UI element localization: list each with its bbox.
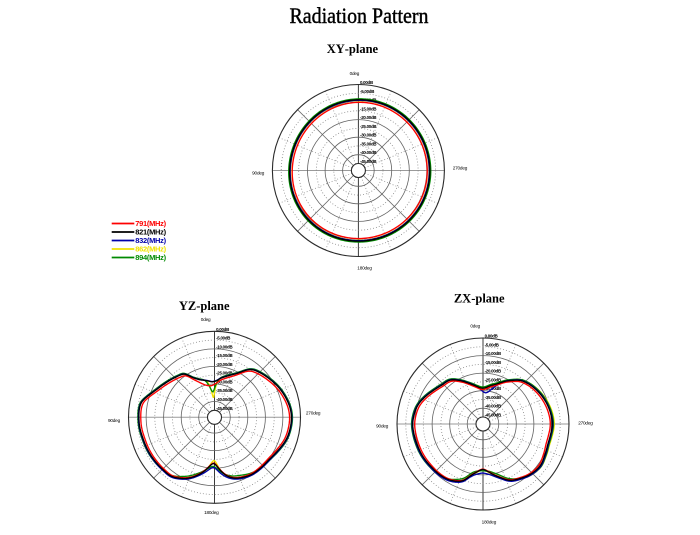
svg-text:-10.00dB: -10.00dB xyxy=(485,351,501,356)
svg-text:90deg: 90deg xyxy=(376,424,389,429)
svg-text:180deg: 180deg xyxy=(482,520,497,525)
svg-text:-40.00dB: -40.00dB xyxy=(360,150,376,155)
svg-text:0deg: 0deg xyxy=(470,323,480,328)
svg-text:-20.00dB: -20.00dB xyxy=(216,362,232,367)
svg-text:YZ-plane: YZ-plane xyxy=(179,299,230,313)
svg-text:-40.00dB: -40.00dB xyxy=(216,397,232,402)
svg-text:-25.00dB: -25.00dB xyxy=(485,377,501,382)
svg-text:-5.00dB: -5.00dB xyxy=(485,342,499,347)
svg-text:-45.00dB: -45.00dB xyxy=(216,406,232,411)
svg-text:-25.00dB: -25.00dB xyxy=(216,371,232,376)
svg-text:180deg: 180deg xyxy=(204,510,219,515)
svg-text:-35.00dB: -35.00dB xyxy=(360,141,376,146)
svg-text:0deg: 0deg xyxy=(350,71,360,76)
svg-text:Radiation Pattern: Radiation Pattern xyxy=(290,4,429,28)
svg-text:-30.00dB: -30.00dB xyxy=(216,380,232,385)
svg-text:270deg: 270deg xyxy=(306,410,321,415)
svg-text:-20.00dB: -20.00dB xyxy=(485,369,501,374)
svg-text:-45.00dB: -45.00dB xyxy=(485,413,501,418)
svg-text:821(MHz): 821(MHz) xyxy=(135,228,166,237)
svg-text:894(MHz): 894(MHz) xyxy=(135,253,166,262)
svg-text:-40.00dB: -40.00dB xyxy=(485,404,501,409)
svg-text:-35.00dB: -35.00dB xyxy=(485,395,501,400)
svg-text:90deg: 90deg xyxy=(252,171,265,176)
svg-text:-20.00dB: -20.00dB xyxy=(360,115,376,120)
svg-text:ZX-plane: ZX-plane xyxy=(454,292,505,306)
svg-text:-25.00dB: -25.00dB xyxy=(360,124,376,129)
svg-text:XY-plane: XY-plane xyxy=(327,42,379,56)
svg-text:270deg: 270deg xyxy=(578,421,593,426)
svg-text:-15.00dB: -15.00dB xyxy=(485,360,501,365)
svg-text:791(MHz): 791(MHz) xyxy=(135,219,166,228)
svg-text:-30.00dB: -30.00dB xyxy=(360,133,376,138)
svg-text:-15.00dB: -15.00dB xyxy=(216,353,232,358)
svg-text:0.00dB: 0.00dB xyxy=(485,334,498,339)
svg-text:-15.00dB: -15.00dB xyxy=(360,106,376,111)
svg-text:-45.00dB: -45.00dB xyxy=(360,159,376,164)
svg-text:832(MHz): 832(MHz) xyxy=(135,236,166,245)
svg-text:-35.00dB: -35.00dB xyxy=(216,388,232,393)
svg-text:0.00dB: 0.00dB xyxy=(360,80,373,85)
svg-text:0.00dB: 0.00dB xyxy=(216,327,229,332)
svg-text:-10.00dB: -10.00dB xyxy=(216,344,232,349)
svg-text:270deg: 270deg xyxy=(453,165,468,170)
svg-text:180deg: 180deg xyxy=(357,265,372,270)
svg-text:0deg: 0deg xyxy=(201,317,211,322)
svg-text:-5.00dB: -5.00dB xyxy=(216,336,230,341)
svg-text:862(MHz): 862(MHz) xyxy=(135,245,166,254)
svg-text:-5.00dB: -5.00dB xyxy=(360,89,374,94)
svg-text:90deg: 90deg xyxy=(108,418,121,423)
